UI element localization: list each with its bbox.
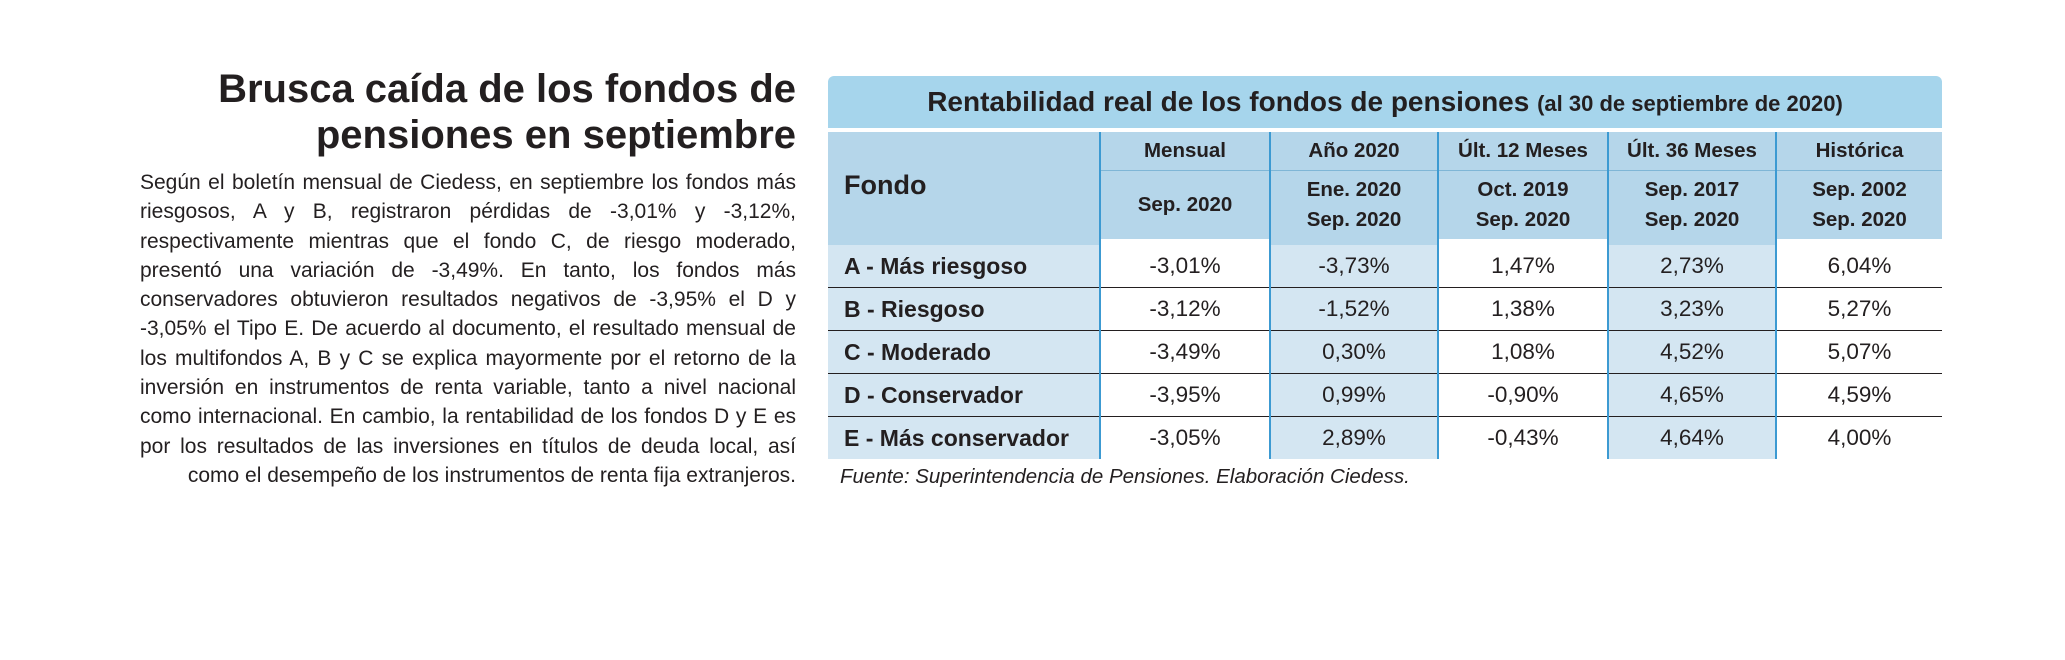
value-36-meses: 3,23%	[1607, 287, 1776, 331]
table-row: D - Conservador -3,95% 0,99% -0,90% 4,65…	[828, 373, 1942, 417]
range-start: Ene. 2020	[1306, 178, 1402, 201]
gap-cell	[1437, 239, 1608, 245]
value-mensual: -3,05%	[1099, 416, 1270, 459]
table-row: E - Más conservador -3,05% 2,89% -0,43% …	[828, 416, 1942, 459]
header-gap-row	[828, 239, 1942, 245]
value-historica: 6,04%	[1775, 245, 1942, 288]
value-36-meses: 2,73%	[1607, 245, 1776, 288]
value-historica: 4,59%	[1775, 373, 1942, 417]
fund-name-a: A - Más riesgoso	[828, 245, 1100, 288]
fund-name-c: C - Moderado	[828, 330, 1100, 374]
fund-name-b: B - Riesgoso	[828, 287, 1100, 331]
header-range-12-meses: Oct. 2019 Sep. 2020	[1437, 170, 1608, 239]
article-body: Según el boletín mensual de Ciedess, en …	[140, 171, 796, 487]
table-source-note: Fuente: Superintendencia de Pensiones. E…	[840, 465, 1410, 488]
header-period-12-meses: Últ. 12 Meses	[1437, 132, 1608, 171]
header-range-36-meses: Sep. 2017 Sep. 2020	[1607, 170, 1776, 239]
value-12-meses: -0,43%	[1437, 416, 1608, 459]
value-ano-2020: 2,89%	[1269, 416, 1438, 459]
returns-table-panel: Rentabilidad real de los fondos de pensi…	[828, 76, 1942, 489]
value-mensual: -3,95%	[1099, 373, 1270, 417]
table-title: Rentabilidad real de los fondos de pensi…	[927, 86, 1530, 117]
header-period-36-meses: Últ. 36 Meses	[1607, 132, 1776, 171]
value-mensual: -3,12%	[1099, 287, 1270, 331]
fund-name-d: D - Conservador	[828, 373, 1100, 417]
article: Brusca caída de los fondos de pensiones …	[140, 66, 796, 490]
table-title-band: Rentabilidad real de los fondos de pensi…	[828, 76, 1942, 128]
value-12-meses: 1,38%	[1437, 287, 1608, 331]
range-end: Sep. 2020	[1475, 208, 1571, 231]
header-row-ranges: Sep. 2020 Ene. 2020 Sep. 2020 Oct. 2019 …	[828, 170, 1942, 239]
range-start: Sep. 2002	[1812, 178, 1907, 201]
range-start: Sep. 2020	[1137, 193, 1233, 216]
headline-line-1: Brusca caída de los fondos de	[218, 67, 796, 111]
range-end: Sep. 2020	[1644, 208, 1740, 231]
value-ano-2020: 0,99%	[1269, 373, 1438, 417]
header-period-historica: Histórica	[1775, 132, 1942, 171]
value-historica: 5,07%	[1775, 330, 1942, 374]
headline-line-2: pensiones en septiembre	[315, 113, 796, 157]
header-range-mensual: Sep. 2020	[1099, 170, 1270, 239]
header-range-historica: Sep. 2002 Sep. 2020	[1775, 170, 1942, 239]
value-ano-2020: -1,52%	[1269, 287, 1438, 331]
value-ano-2020: -3,73%	[1269, 245, 1438, 288]
value-historica: 4,00%	[1775, 416, 1942, 459]
value-36-meses: 4,64%	[1607, 416, 1776, 459]
gap-cell	[1099, 239, 1270, 245]
header-row-periods: Fondo Mensual Año 2020 Últ. 12 Meses Últ…	[828, 132, 1942, 239]
range-end: Sep. 2020	[1306, 208, 1402, 231]
value-12-meses: 1,08%	[1437, 330, 1608, 374]
table-row: C - Moderado -3,49% 0,30% 1,08% 4,52% 5,…	[828, 330, 1942, 374]
headline: Brusca caída de los fondos de pensiones …	[140, 66, 796, 158]
value-mensual: -3,49%	[1099, 330, 1270, 374]
range-end: Sep. 2020	[1812, 208, 1907, 231]
value-mensual: -3,01%	[1099, 245, 1270, 288]
gap-cell	[1607, 239, 1776, 245]
value-12-meses: -0,90%	[1437, 373, 1608, 417]
gap-cell	[1269, 239, 1438, 245]
value-ano-2020: 0,30%	[1269, 330, 1438, 374]
header-period-ano-2020: Año 2020	[1269, 132, 1438, 171]
gap-cell	[1775, 239, 1942, 245]
range-start: Sep. 2017	[1644, 178, 1740, 201]
header-range-ano-2020: Ene. 2020 Sep. 2020	[1269, 170, 1438, 239]
gap-cell	[828, 239, 1100, 245]
fund-name-e: E - Más conservador	[828, 416, 1100, 459]
header-period-mensual: Mensual	[1099, 132, 1270, 171]
table-row: B - Riesgoso -3,12% -1,52% 1,38% 3,23% 5…	[828, 287, 1942, 331]
header-fondo: Fondo	[828, 132, 1100, 239]
range-start: Oct. 2019	[1477, 178, 1569, 201]
value-12-meses: 1,47%	[1437, 245, 1608, 288]
table-subtitle: (al 30 de septiembre de 2020)	[1537, 91, 1843, 116]
table-row: A - Más riesgoso -3,01% -3,73% 1,47% 2,7…	[828, 245, 1942, 288]
returns-table: Fondo Mensual Año 2020 Últ. 12 Meses Últ…	[828, 132, 1942, 459]
value-36-meses: 4,52%	[1607, 330, 1776, 374]
value-historica: 5,27%	[1775, 287, 1942, 331]
value-36-meses: 4,65%	[1607, 373, 1776, 417]
